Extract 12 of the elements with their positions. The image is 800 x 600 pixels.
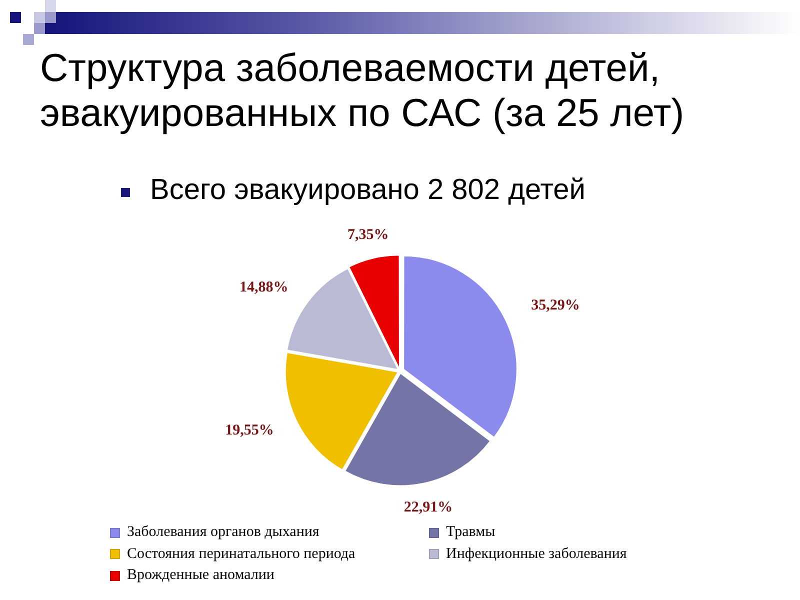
data-label: 14,88%	[239, 279, 288, 296]
chart-subtitle: Всего эвакуировано 2 802 детей	[150, 174, 586, 206]
legend-label: Врожденные аномалии	[127, 567, 274, 584]
legend-label: Заболевания органов дыхания	[127, 524, 320, 542]
data-label: 7,35%	[347, 227, 389, 244]
legend-label: Состояния перинатального периода	[127, 546, 356, 563]
data-label: 22,91%	[404, 499, 453, 516]
legend-label: Инфекционные заболевания	[446, 546, 627, 563]
chart-title: Структура заболеваемости детей, эвакуированных по САС (за 25 лет)	[40, 46, 686, 136]
data-label: 35,29%	[531, 298, 580, 314]
data-label: 19,55%	[225, 422, 274, 438]
legend-label: Травмы	[446, 524, 496, 542]
